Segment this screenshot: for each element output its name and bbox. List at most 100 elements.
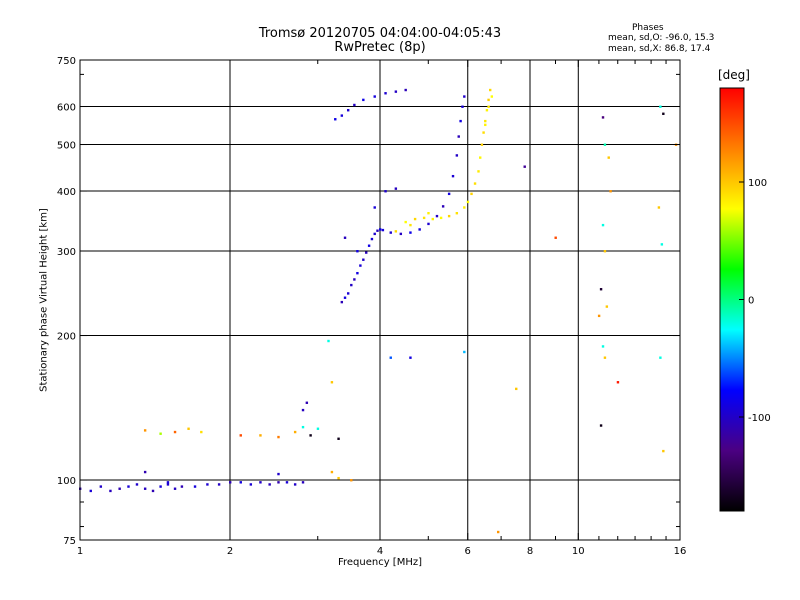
data-point (389, 231, 392, 234)
data-point (285, 481, 289, 484)
data-point (127, 485, 130, 488)
data-point (435, 214, 439, 218)
data-point (330, 381, 334, 384)
data-point (277, 472, 280, 476)
data-point (409, 231, 412, 234)
data-point (109, 489, 112, 493)
data-point (484, 123, 487, 127)
data-point (439, 216, 443, 220)
data-point (217, 483, 221, 486)
data-point (489, 88, 492, 92)
axis-ticks: 1 2 4 6 8 10 16 75 100 200 300 400 500 600 750 (57, 56, 686, 557)
data-point (659, 356, 662, 359)
data-point (609, 190, 612, 193)
data-point (376, 229, 379, 232)
data-point (394, 187, 398, 190)
data-point (239, 481, 242, 484)
data-point (657, 206, 661, 209)
data-point (603, 143, 607, 146)
data-point (301, 425, 305, 429)
data-point (409, 223, 412, 227)
data-point (607, 156, 610, 159)
phases-heading: Phases (632, 23, 664, 33)
y-tick-label: 600 (57, 103, 76, 114)
data-point (659, 105, 662, 108)
data-point (362, 98, 365, 102)
data-point (166, 483, 170, 486)
data-point (362, 258, 365, 261)
data-point (487, 105, 490, 108)
data-point (350, 283, 353, 287)
x-tick-label: 6 (465, 546, 471, 557)
data-point (340, 300, 344, 304)
echo-points (79, 88, 678, 534)
data-point (662, 449, 665, 453)
data-point (399, 232, 403, 236)
data-point (479, 156, 482, 159)
data-point (277, 481, 280, 484)
data-point (409, 356, 412, 359)
colorbar-ticks: 100 0 -100 (739, 178, 771, 424)
data-point (143, 487, 147, 490)
y-tick-label: 750 (57, 56, 76, 67)
data-point (477, 170, 480, 173)
data-point (466, 200, 470, 204)
data-point (367, 244, 371, 247)
y-tick-label: 400 (57, 187, 76, 198)
y-tick-label: 300 (57, 247, 76, 258)
y-tick-label: 100 (57, 476, 76, 487)
data-point (660, 243, 664, 246)
data-point (597, 314, 601, 318)
data-point (404, 220, 407, 224)
data-point (470, 192, 473, 196)
x-tick-label: 4 (377, 546, 383, 557)
data-point (404, 88, 407, 92)
data-point (187, 427, 190, 430)
data-point (662, 112, 665, 115)
data-point (173, 487, 177, 490)
data-point (330, 470, 334, 474)
data-point (381, 228, 385, 232)
data-point (431, 217, 434, 221)
colorbar-tick-label: 0 (748, 296, 754, 307)
data-point (259, 434, 262, 437)
grid-lines (80, 60, 680, 540)
colorbar-tick-label: 100 (748, 178, 767, 189)
data-point (327, 339, 330, 343)
data-point (605, 305, 609, 308)
data-point (193, 485, 197, 488)
x-tick-label: 10 (572, 546, 585, 557)
data-point (379, 228, 382, 231)
data-point (229, 481, 232, 484)
data-point (334, 118, 337, 121)
data-point (305, 401, 309, 404)
data-point (601, 116, 605, 119)
data-point (370, 237, 374, 241)
data-point (389, 356, 392, 359)
data-point (356, 250, 359, 253)
data-point (603, 356, 607, 359)
x-axis-label: Frequency [MHz] (337, 557, 423, 568)
data-point (601, 223, 605, 227)
data-point (200, 430, 203, 434)
data-point (599, 288, 603, 291)
data-point (373, 95, 376, 98)
data-point (143, 470, 147, 474)
data-point (356, 271, 359, 275)
data-point (173, 430, 177, 434)
data-point (301, 408, 305, 412)
data-point (447, 192, 451, 196)
data-point (515, 387, 518, 391)
data-point (603, 250, 607, 253)
data-point (239, 434, 242, 437)
data-point (601, 345, 605, 348)
data-point (350, 479, 353, 482)
data-point (337, 437, 340, 440)
data-point (293, 430, 297, 434)
data-point (461, 105, 464, 108)
data-point (249, 483, 253, 486)
data-point (309, 434, 312, 437)
data-point (346, 292, 350, 295)
data-point (206, 483, 209, 486)
data-point (459, 119, 462, 123)
